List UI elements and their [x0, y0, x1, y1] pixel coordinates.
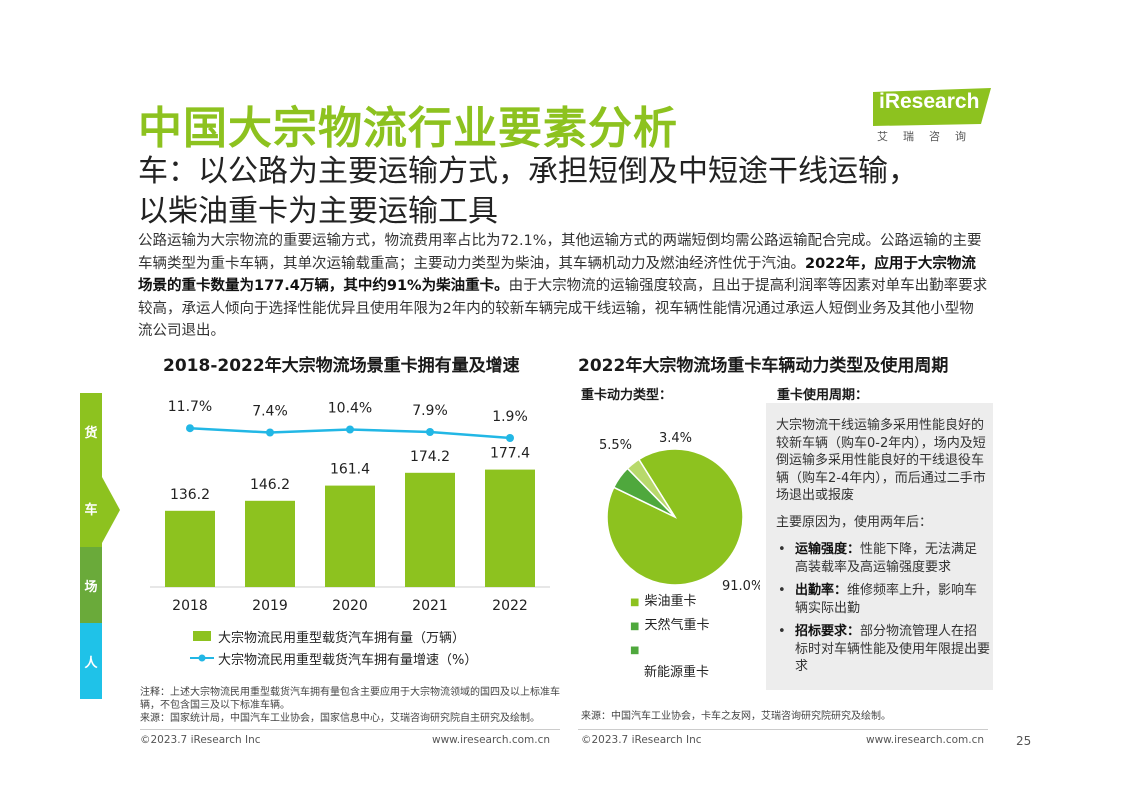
- reason-text: 维修频率上升，影响车辆实际出勤: [795, 583, 978, 616]
- page-title: 中国大宗物流行业要素分析: [138, 103, 678, 154]
- reason-title: 招标要求：: [795, 624, 861, 639]
- legend-line-swatch-icon: [190, 654, 214, 662]
- bar: [485, 469, 535, 587]
- reason-item: • 出勤率：维修频率上升，影响车辆实际出勤: [776, 582, 990, 617]
- left-copyright: ©2023.7 iResearch Inc: [140, 734, 261, 746]
- bullet-icon: •: [778, 583, 786, 598]
- legend-line-label: 大宗物流民用重型载货汽车拥有量增速（%）: [218, 653, 478, 668]
- x-tick-label: 2022: [492, 598, 528, 614]
- side-tab-4[interactable]: 人: [80, 623, 102, 699]
- right-chart-title: 2022年大宗物流场重卡车辆动力类型及使用周期: [578, 356, 949, 376]
- x-tick-label: 2021: [412, 598, 448, 614]
- right-chart-source: 来源：中国汽车工业协会，卡车之友网，艾瑞咨询研究院研究及绘制。: [581, 711, 891, 722]
- logo-badge-icon: [873, 88, 991, 126]
- pie-legend-item: ■ 柴油重卡: [630, 590, 697, 609]
- page-number: 25: [1016, 734, 1032, 748]
- reason-item: • 招标要求：部分物流管理人在招标时对车辆性能及使用年限提出要求: [776, 623, 990, 676]
- bar: [245, 500, 295, 587]
- growth-label: 1.9%: [492, 409, 528, 425]
- right-footer-divider: [578, 729, 988, 730]
- growth-point: [186, 424, 194, 433]
- pie-slice: [626, 458, 676, 518]
- reason-text: 部分物流管理人在招标时对车辆性能及使用年限提出要求: [795, 624, 991, 674]
- pie-legend-item: ■ 天然气重卡: [630, 614, 710, 633]
- bar: [325, 485, 375, 587]
- growth-label: 10.4%: [328, 401, 372, 417]
- bar: [405, 472, 455, 587]
- usage-cycle-panel: 大宗物流干线运输多采用性能良好的较新车辆（购车0-2年内），场内及短倒运输多采用…: [766, 403, 993, 690]
- growth-label: 11.7%: [168, 399, 212, 415]
- pie-legend-label: 柴油重卡: [644, 594, 697, 609]
- right-copyright: ©2023.7 iResearch Inc: [581, 734, 702, 746]
- x-tick-label: 2020: [332, 598, 368, 614]
- reason-intro: 主要原因为，使用两年后：: [776, 515, 933, 530]
- pie-value-label: 5.5%: [599, 438, 632, 453]
- power-type-label: 重卡动力类型：: [581, 388, 673, 403]
- bar-value-label: 146.2: [250, 477, 290, 493]
- body-paragraph: 公路运输为大宗物流的重要运输方式，物流费用率占比为72.1%，其他运输方式的两端…: [138, 230, 988, 343]
- growth-point: [506, 434, 514, 442]
- bar-value-label: 174.2: [410, 449, 450, 465]
- side-tab-3[interactable]: 场: [80, 547, 102, 623]
- x-tick-label: 2019: [252, 598, 288, 614]
- bar-value-label: 161.4: [330, 462, 370, 478]
- pie-legend-bullet-icon: ■: [630, 597, 640, 608]
- reason-item: • 运输强度：性能下降，无法满足高装载率及高运输强度要求: [776, 541, 990, 576]
- pie-legend-item: 新能源重卡: [644, 661, 709, 680]
- bar-line-chart: 136.2 2018 146.2 2019 161.4 2020 174.2 2021 177.…: [150, 399, 550, 614]
- logo-wordmark: iResearch: [879, 90, 980, 113]
- page-subtitle: 车：以公路为主要运输方式，承担短倒及中短途干线运输， 以柴油重卡为主要运输工具: [138, 152, 998, 232]
- logo-subtext: 艾瑞咨询: [877, 130, 981, 143]
- subtitle-line-2: 以柴油重卡为主要运输工具: [138, 194, 498, 229]
- pie-legend-item: ■: [630, 638, 639, 657]
- reason-text: 性能下降，无法满足高装载率及高运输强度要求: [795, 542, 978, 575]
- bar-value-label: 177.4: [490, 446, 530, 462]
- left-chart-title: 2018-2022年大宗物流场景重卡拥有量及增速: [163, 356, 520, 376]
- pie-value-label: 3.4%: [659, 431, 692, 446]
- left-url[interactable]: www.iresearch.com.cn: [432, 734, 551, 746]
- right-url[interactable]: www.iresearch.com.cn: [866, 734, 985, 746]
- left-chart-source: 来源：国家统计局，中国汽车工业协会，国家信息中心，艾瑞咨询研究院自主研究及绘制。: [140, 713, 540, 724]
- reason-list: • 运输强度：性能下降，无法满足高装载率及高运输强度要求 • 出勤率：维修频率上升，…: [776, 541, 990, 682]
- left-footer-divider: [140, 729, 560, 730]
- bullet-icon: •: [778, 624, 786, 639]
- body-text-1: 公路运输为大宗物流的重要运输方式，物流费用率占比为72.1%，其他运输方式的两端…: [138, 233, 982, 272]
- bar-value-label: 136.2: [170, 487, 210, 503]
- body-text-bold: 2022年，应用于大宗物流场景的重卡数量为177.4万辆，其中约91%为柴油重卡…: [138, 255, 976, 295]
- growth-point: [266, 428, 274, 437]
- side-tab-arrow-icon: [102, 477, 120, 543]
- legend-bar-label: 大宗物流民用重型载货汽车拥有量（万辆）: [218, 631, 466, 646]
- pie-legend-bullet-icon: ■: [630, 645, 640, 656]
- growth-point: [346, 425, 354, 434]
- growth-label: 7.4%: [252, 404, 288, 420]
- pie-legend-label: 天然气重卡: [644, 618, 710, 633]
- body-text-2: 由于大宗物流的运输强度较高，且出于提高利润率等因素对单车出勤率要求较高，承运人倾…: [138, 278, 988, 339]
- power-type-pie-chart: 91.0% 5.5% 3.4%: [599, 431, 760, 594]
- side-tab-2[interactable]: 车: [80, 470, 102, 547]
- legend-bar-swatch-icon: [193, 631, 211, 641]
- usage-cycle-description: 大宗物流干线运输多采用性能良好的较新车辆（购车0-2年内），场内及短倒运输多采用…: [776, 418, 986, 503]
- x-tick-label: 2018: [172, 598, 208, 614]
- bar: [165, 510, 215, 587]
- reason-title: 运输强度：: [795, 542, 861, 557]
- left-chart-legend: 大宗物流民用重型载货汽车拥有量（万辆） 大宗物流民用重型载货汽车拥有量增速（%）: [190, 627, 530, 669]
- pie-legend: ■ 柴油重卡 ■ 天然气重卡 ■ 新能源重卡: [630, 590, 770, 685]
- left-chart-note: 注释：上述大宗物流民用重型载货汽车拥有量包含主要应用于大宗物流领域的国四及以上标…: [140, 687, 560, 711]
- bullet-icon: •: [778, 542, 786, 557]
- reason-title: 出勤率：: [795, 583, 848, 598]
- pie-legend-label: 新能源重卡: [644, 665, 710, 680]
- pie-legend-bullet-icon: ■: [630, 621, 640, 632]
- subtitle-line-1: 车：以公路为主要运输方式，承担短倒及中短途干线运输，: [138, 154, 918, 189]
- side-tab-1[interactable]: 货: [80, 393, 102, 470]
- iresearch-logo: iResearch 艾瑞咨询: [873, 88, 991, 148]
- pie-value-label: 91.0%: [722, 579, 760, 594]
- usage-cycle-label: 重卡使用周期：: [777, 388, 869, 403]
- growth-point: [426, 428, 434, 436]
- growth-label: 7.9%: [412, 403, 448, 419]
